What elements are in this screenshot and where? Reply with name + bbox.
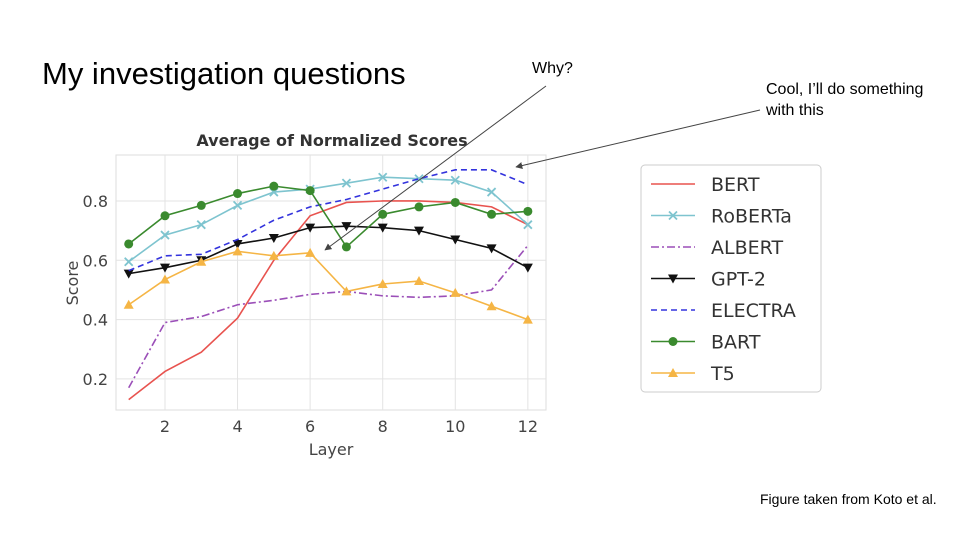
y-tick-label: 0.8 — [83, 192, 108, 211]
data-point-bart — [124, 239, 134, 249]
data-point-t5 — [377, 278, 388, 288]
legend-item-electra: ELECTRA — [651, 300, 796, 322]
legend-marker — [668, 337, 678, 346]
legend-item-albert: ALBERT — [651, 237, 783, 259]
x-tick-label: 12 — [518, 417, 538, 436]
x-tick-label: 10 — [445, 417, 465, 436]
data-point-t5 — [341, 286, 352, 296]
data-point-bart — [196, 200, 206, 210]
data-point-gpt-2 — [159, 263, 170, 273]
data-point-gpt-2 — [232, 239, 243, 249]
legend-item-t5: T5 — [651, 363, 735, 385]
data-point-t5 — [159, 274, 170, 284]
x-tick-label: 4 — [232, 417, 242, 436]
data-point-bart — [378, 209, 388, 219]
legend-label: BERT — [711, 174, 760, 196]
figure-caption: Figure taken from Koto et al. — [760, 491, 937, 507]
data-point-t5 — [196, 256, 207, 266]
data-point-gpt-2 — [123, 269, 134, 279]
data-point-roberta — [196, 220, 206, 230]
legend-item-gpt-2: GPT-2 — [651, 269, 766, 291]
legend-marker — [668, 274, 678, 284]
data-point-t5 — [450, 287, 461, 297]
legend-label: ALBERT — [711, 237, 783, 259]
data-point-t5 — [522, 314, 533, 324]
x-tick-label: 8 — [378, 417, 388, 436]
data-point-bart — [414, 202, 424, 212]
data-point-t5 — [268, 250, 279, 260]
data-point-t5 — [305, 247, 316, 257]
x-tick-label: 6 — [305, 417, 315, 436]
data-point-bart — [450, 197, 460, 207]
data-point-roberta — [124, 257, 134, 267]
data-point-t5 — [123, 299, 134, 309]
data-point-bart — [233, 189, 243, 199]
data-point-bart — [487, 209, 497, 219]
data-point-t5 — [413, 276, 424, 286]
data-point-gpt-2 — [522, 263, 533, 273]
slide-title: My investigation questions — [42, 56, 406, 91]
legend-label: ELECTRA — [711, 300, 796, 322]
data-point-roberta — [232, 200, 243, 211]
legend: BERT RoBERTa ALBERT GPT-2 ELECTRA BART T5 — [651, 174, 796, 385]
plot-area — [115, 154, 547, 411]
y-tick-label: 0.6 — [83, 251, 108, 270]
legend-label: T5 — [710, 363, 735, 385]
chart-title: Average of Normalized Scores — [196, 131, 467, 150]
legend-item-bert: BERT — [651, 174, 760, 196]
data-point-t5 — [232, 246, 243, 256]
data-point-t5 — [486, 301, 497, 311]
y-tick-label: 0.4 — [83, 311, 108, 330]
data-point-gpt-2 — [268, 234, 279, 244]
data-point-bart — [523, 206, 533, 216]
annotation-cool: Cool, I’ll do something with this — [766, 81, 924, 119]
x-tick-label: 2 — [160, 417, 170, 436]
data-point-bart — [269, 181, 279, 191]
data-point-bart — [341, 242, 351, 252]
y-axis-label: Score — [63, 261, 82, 306]
data-point-bart — [305, 186, 315, 196]
y-tick-label: 0.2 — [83, 370, 108, 389]
legend-label: GPT-2 — [711, 269, 766, 291]
data-point-gpt-2 — [305, 223, 316, 233]
legend-item-bart: BART — [651, 332, 761, 354]
legend-marker — [668, 368, 678, 377]
x-axis-label: Layer — [309, 440, 354, 459]
legend-marker — [668, 210, 678, 221]
annotation-why: Why? — [532, 60, 573, 77]
series-line-t5 — [128, 250, 529, 321]
legend-label: RoBERTa — [711, 206, 792, 228]
data-point-bart — [160, 211, 170, 221]
legend-label: BART — [711, 332, 761, 354]
data-point-roberta — [160, 230, 170, 240]
axis-ticks: 2 4 6 8 10 12 0.2 0.4 0.6 0.8 — [83, 192, 538, 436]
legend-item-roberta: RoBERTa — [651, 206, 792, 228]
